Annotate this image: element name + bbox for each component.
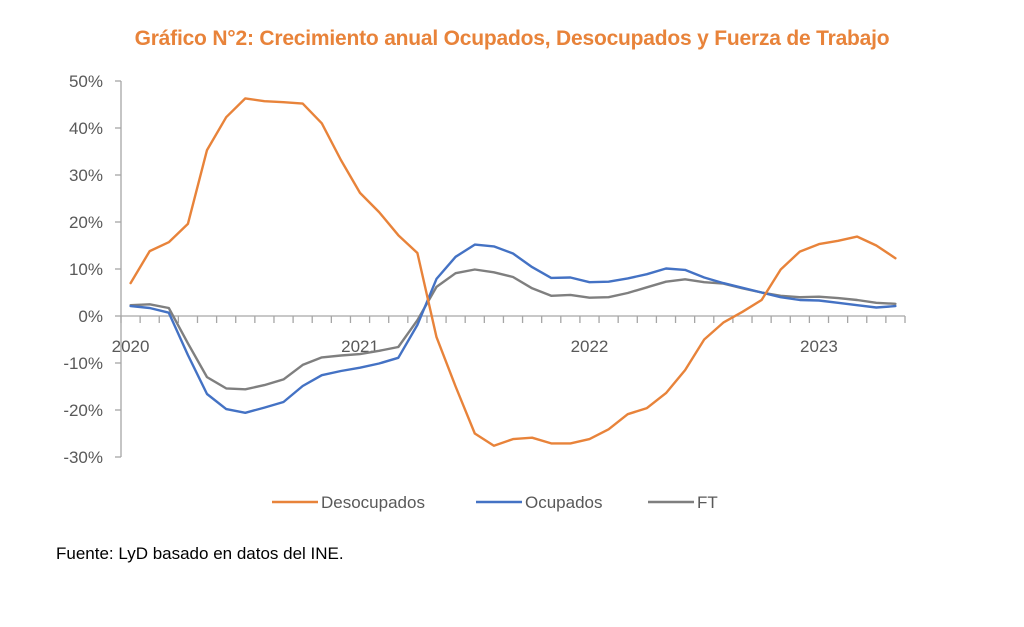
y-tick-label: -10% [63,354,103,373]
legend: Desocupados Ocupados FT [272,493,718,512]
legend-label: Ocupados [525,493,603,512]
series-line-ft [129,268,897,391]
legend-item-ft: FT [648,493,718,512]
y-tick-label: 10% [69,260,103,279]
x-tick-label: 2020 [112,337,150,356]
y-tick-label: 20% [69,213,103,232]
y-tick-label: 30% [69,166,103,185]
axes: 50%40%30%20%10%0%-10%-20%-30%2020 2021 202… [63,72,906,467]
source-note: Fuente: LyD basado en datos del INE. [56,544,344,563]
y-tick-label: -20% [63,401,103,420]
legend-label: FT [697,493,718,512]
y-tick-label: -30% [63,448,103,467]
legend-label: Desocupados [321,493,425,512]
legend-item-ocupados: Ocupados [476,493,603,512]
legend-item-desocupados: Desocupados [272,493,425,512]
series-layer [129,97,897,447]
x-tick-label: 2023 [800,337,838,356]
y-tick-label: 50% [69,72,103,91]
x-tick-label: 2022 [571,337,609,356]
chart-title: Gráfico N°2: Crecimiento anual Ocupados,… [134,27,890,50]
series-line-desocupados [129,97,897,447]
y-tick-label: 40% [69,119,103,138]
y-tick-label: 0% [78,307,103,326]
